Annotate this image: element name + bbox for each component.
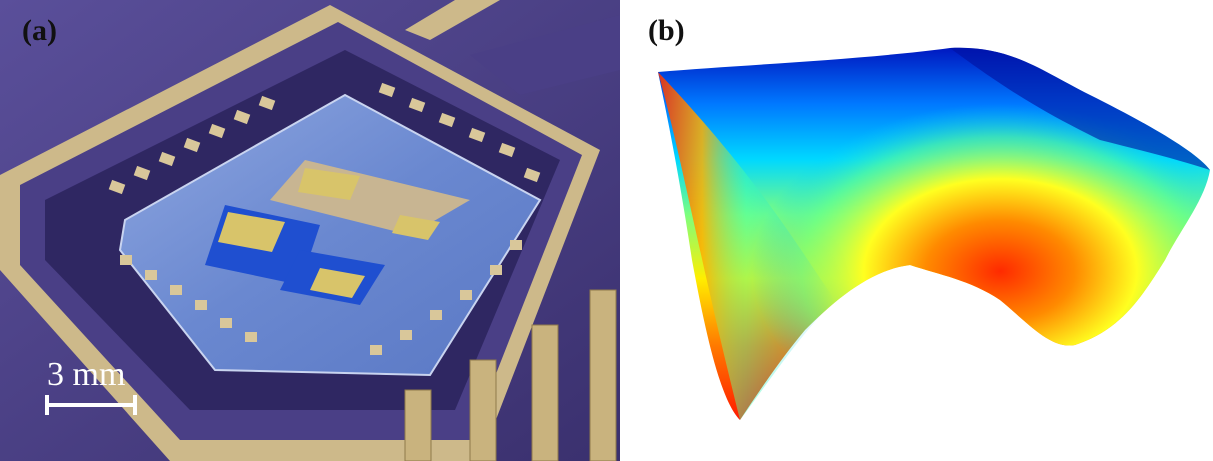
package-pins <box>404 289 617 461</box>
chip-photo-panel: (a) <box>0 0 620 461</box>
scale-bar-label: 3 mm <box>47 356 126 393</box>
panel-label-b: (b) <box>648 14 685 47</box>
surface-plot-panel: (b) <box>620 0 1213 461</box>
chip-photo <box>0 0 620 461</box>
electrode-pad <box>298 168 360 200</box>
electrode-pad <box>218 212 285 252</box>
electrode-pad <box>392 215 440 240</box>
electrode-pad <box>310 268 365 298</box>
contact-pads <box>108 82 541 355</box>
panel-label-a: (a) <box>22 14 57 47</box>
chip-die <box>118 93 542 377</box>
surface-render <box>658 47 1210 420</box>
